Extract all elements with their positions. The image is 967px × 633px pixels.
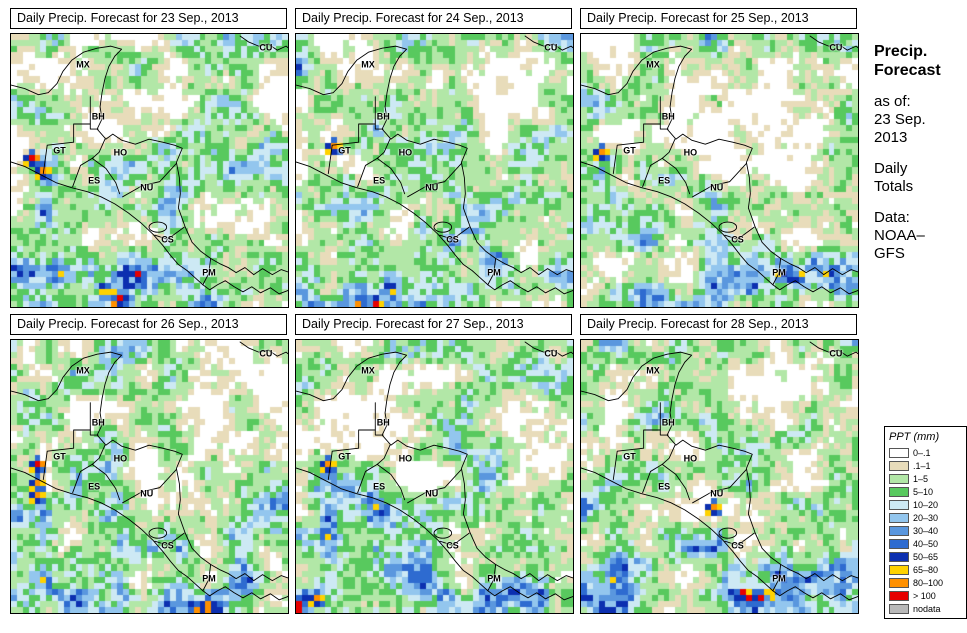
precip-raster-canvas — [11, 340, 288, 613]
legend-color-swatch — [889, 460, 909, 471]
legend-row: .1–1 — [889, 459, 963, 472]
legend-label: 20–30 — [913, 512, 939, 523]
legend-label: 80–100 — [913, 577, 944, 588]
precip-raster-canvas — [296, 340, 573, 613]
legend-color-swatch — [889, 486, 909, 497]
sidebar-title-line1: Precip. — [874, 43, 928, 60]
ppt-legend: PPT (mm) 0–.1 .1–1 1–5 5–10 10–20 20–30 30–40 4… — [884, 426, 967, 619]
legend-color-swatch — [889, 447, 909, 458]
legend-label: 10–20 — [913, 499, 939, 510]
sidebar-data-source1: NOAA– — [874, 227, 925, 244]
legend-row: 40–50 — [889, 537, 963, 550]
sidebar-totals-line1: Daily — [874, 160, 908, 177]
precip-map: CU MX BH GT HO ES NU CS PM — [580, 33, 859, 308]
legend-row: 10–20 — [889, 498, 963, 511]
sidebar-data-source2: GFS — [874, 245, 905, 262]
sidebar-asof-date2: 2013 — [874, 129, 908, 146]
precip-raster-canvas — [581, 340, 858, 613]
legend-row: 50–65 — [889, 550, 963, 563]
forecast-panel: Daily Precip. Forecast for 27 Sep., 2013… — [295, 314, 574, 614]
precip-map: CU MX BH GT HO ES NU CS PM — [295, 33, 574, 308]
legend-row: 65–80 — [889, 563, 963, 576]
panel-title: Daily Precip. Forecast for 26 Sep., 2013 — [10, 314, 287, 335]
legend-label: nodata — [913, 603, 941, 614]
legend-color-swatch — [889, 603, 909, 614]
legend-row: > 100 — [889, 589, 963, 602]
legend-color-swatch — [889, 525, 909, 536]
forecast-panel: Daily Precip. Forecast for 28 Sep., 2013… — [580, 314, 859, 614]
legend-color-swatch — [889, 577, 909, 588]
sidebar-asof-date1: 23 Sep. — [874, 111, 926, 128]
precip-raster-canvas — [11, 34, 288, 307]
panel-title: Daily Precip. Forecast for 25 Sep., 2013 — [580, 8, 857, 29]
legend-color-swatch — [889, 512, 909, 523]
precip-map: CU MX BH GT HO ES NU CS PM — [580, 339, 859, 614]
legend-row: nodata — [889, 602, 963, 615]
forecast-panel: Daily Precip. Forecast for 24 Sep., 2013… — [295, 8, 574, 308]
legend-title: PPT (mm) — [889, 431, 940, 443]
legend-label: 1–5 — [913, 473, 929, 484]
legend-label: .1–1 — [913, 460, 931, 471]
forecast-panel: Daily Precip. Forecast for 25 Sep., 2013… — [580, 8, 859, 308]
sidebar-totals-line2: Totals — [874, 178, 914, 195]
legend-color-swatch — [889, 499, 909, 510]
legend-color-swatch — [889, 590, 909, 601]
panel-title: Daily Precip. Forecast for 27 Sep., 2013 — [295, 314, 572, 335]
sidebar-asof-label: as of: — [874, 93, 911, 110]
precip-map: CU MX BH GT HO ES NU CS PM — [10, 339, 289, 614]
precip-map: CU MX BH GT HO ES NU CS PM — [295, 339, 574, 614]
info-sidebar: Precip. Forecast as of: 23 Sep. 2013 Dai… — [874, 42, 966, 263]
precip-map: CU MX BH GT HO ES NU CS PM — [10, 33, 289, 308]
legend-color-swatch — [889, 551, 909, 562]
panel-title: Daily Precip. Forecast for 23 Sep., 2013 — [10, 8, 287, 29]
legend-color-swatch — [889, 564, 909, 575]
legend-color-swatch — [889, 538, 909, 549]
legend-label: 5–10 — [913, 486, 934, 497]
legend-row: 80–100 — [889, 576, 963, 589]
forecast-panel: Daily Precip. Forecast for 26 Sep., 2013… — [10, 314, 289, 614]
legend-row: 20–30 — [889, 511, 963, 524]
legend-label: 50–65 — [913, 551, 939, 562]
legend-label: 0–.1 — [913, 447, 931, 458]
sidebar-data-label: Data: — [874, 209, 910, 226]
legend-row: 30–40 — [889, 524, 963, 537]
forecast-panel: Daily Precip. Forecast for 23 Sep., 2013… — [10, 8, 289, 308]
panel-title: Daily Precip. Forecast for 24 Sep., 2013 — [295, 8, 572, 29]
sidebar-title-line2: Forecast — [874, 62, 941, 79]
legend-label: 40–50 — [913, 538, 939, 549]
legend-row: 5–10 — [889, 485, 963, 498]
legend-row: 1–5 — [889, 472, 963, 485]
legend-entries: 0–.1 .1–1 1–5 5–10 10–20 20–30 30–40 40–50 50–65… — [889, 446, 963, 615]
legend-color-swatch — [889, 473, 909, 484]
legend-label: > 100 — [913, 590, 936, 601]
panel-title: Daily Precip. Forecast for 28 Sep., 2013 — [580, 314, 857, 335]
legend-label: 30–40 — [913, 525, 939, 536]
legend-label: 65–80 — [913, 564, 939, 575]
precip-raster-canvas — [296, 34, 573, 307]
legend-row: 0–.1 — [889, 446, 963, 459]
precip-raster-canvas — [581, 34, 858, 307]
